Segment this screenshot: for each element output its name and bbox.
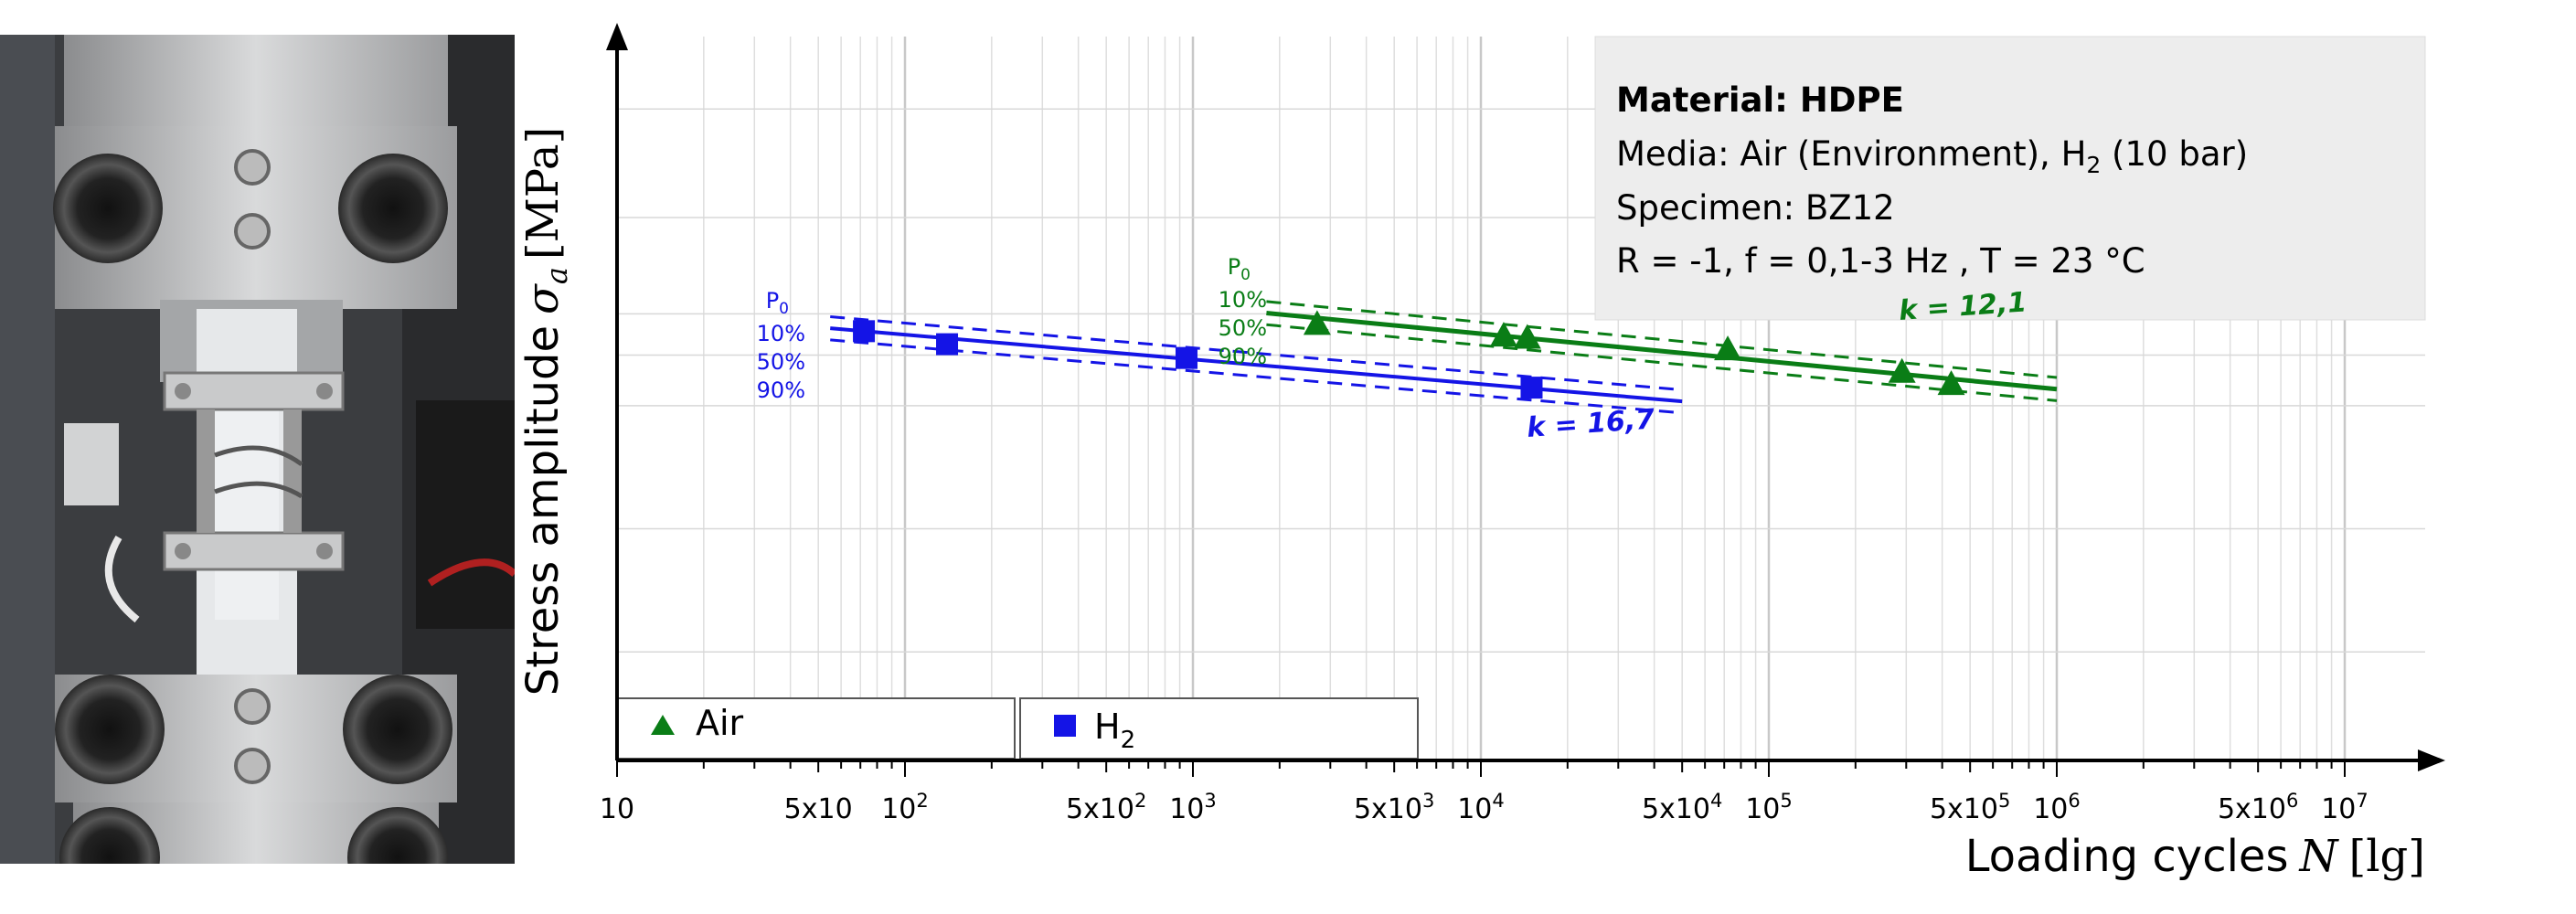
y-axis-title-sub: a: [539, 267, 574, 284]
percentile-label: 50%: [757, 349, 805, 375]
x-tick-label: 5x106: [2218, 790, 2298, 825]
legend-item-air: [616, 697, 1016, 760]
x-tick-label-base: 10: [1457, 793, 1492, 825]
info-media-prefix: Media: Air (Environment), H: [1616, 134, 2086, 174]
legend-air-label: Air: [696, 703, 744, 743]
slope-label: k = 16,7: [1526, 403, 1655, 444]
data-point-h2: [853, 320, 876, 343]
data-point-h2: [1520, 377, 1543, 399]
data-points: [853, 310, 1965, 399]
fit-line-p10: [1266, 300, 2058, 379]
data-point-h2: [1175, 346, 1198, 369]
x-tick-label-exponent: 4: [1492, 790, 1504, 812]
x-tick-label-base: 5x10: [2218, 793, 2286, 825]
x-tick-label-base: 10: [2033, 793, 2068, 825]
data-point-air: [1513, 324, 1541, 349]
x-tick-label: 106: [2033, 790, 2081, 825]
percentile-label: 90%: [757, 377, 805, 403]
x-ticks: [616, 760, 2346, 777]
data-point-air: [1489, 322, 1517, 347]
x-tick-label-exponent: 6: [2286, 790, 2298, 812]
x-tick-label: 5x103: [1354, 790, 1434, 825]
x-tick-label-base: 10: [1745, 793, 1780, 825]
percentile-label: 10%: [757, 321, 805, 346]
x-tick-label-base: 10: [2321, 793, 2356, 825]
percentile-label: 50%: [1219, 315, 1267, 341]
x-tick-label: 102: [881, 790, 929, 825]
x-tick-label: 5x10: [784, 793, 853, 825]
x-tick-label: 5x102: [1066, 790, 1146, 825]
y-axis-title: Stress amplitude σa [MPa]: [517, 127, 574, 696]
x-tick-label-base: 10: [881, 793, 916, 825]
axes: [606, 23, 2445, 771]
legend: Air H2: [616, 697, 1419, 760]
percentile-label: 10%: [1219, 287, 1267, 313]
info-conditions: R = -1, f = 0,1-3 Hz , T = 23 °C: [1616, 241, 2145, 281]
x-tick-label-exponent: 5: [1780, 790, 1792, 812]
legend-h2-label: H2: [1094, 707, 1135, 754]
data-point-air: [1937, 370, 1965, 396]
info-media-suffix: (10 bar): [2101, 134, 2248, 174]
data-point-air: [1888, 357, 1916, 383]
x-axis-title-var: N: [2298, 831, 2339, 882]
fit-line-p90: [1266, 323, 2058, 402]
legend-air-marker-icon: [651, 715, 675, 735]
legend-h2-name: H: [1094, 707, 1121, 747]
x-axis-title-main: Loading cycles: [1965, 831, 2289, 882]
data-point-h2: [936, 333, 959, 356]
info-specimen: Specimen: BZ12: [1616, 188, 1895, 228]
x-tick-label-base: 10: [1169, 793, 1204, 825]
x-tick-label-base: 5x10: [1066, 793, 1134, 825]
x-tick-label: 10: [600, 793, 634, 825]
y-axis-title-unit: [MPa]: [517, 127, 569, 260]
x-tick-label-base: 5x10: [1642, 793, 1710, 825]
x-tick-label-exponent: 3: [1422, 790, 1434, 812]
x-tick-label: 103: [1169, 790, 1217, 825]
x-tick-labels: 10 5x10 102 5x102 103 5x103 104 5x104 105 5x105 10…: [600, 790, 2368, 825]
y-axis-arrow-icon: [606, 23, 628, 50]
x-tick-label-base: 5x10: [1354, 793, 1422, 825]
x-axis-arrow-icon: [2418, 749, 2445, 771]
y-axis-title-main: Stress amplitude: [517, 325, 569, 696]
x-tick-label: 105: [1745, 790, 1793, 825]
percentile-header-sub: 0: [779, 300, 789, 318]
x-tick-label-exponent: 2: [916, 790, 928, 812]
x-tick-label: 104: [1457, 790, 1505, 825]
legend-h2-marker-icon: [1054, 715, 1076, 737]
x-tick-label-exponent: 2: [1134, 790, 1146, 812]
sn-curve-chart: Material: HDPE Media: Air (Environment),…: [517, 23, 2445, 882]
percentile-label: 90%: [1219, 344, 1267, 369]
x-tick-label-exponent: 3: [1204, 790, 1216, 812]
x-tick-label-exponent: 5: [1998, 790, 2010, 812]
legend-h2-sub: 2: [1121, 727, 1136, 754]
data-point-air: [1714, 335, 1742, 361]
x-tick-label: 107: [2321, 790, 2368, 825]
info-media: Media: Air (Environment), H2 (10 bar): [1616, 134, 2248, 178]
x-tick-label-exponent: 4: [1710, 790, 1722, 812]
info-media-sub: 2: [2086, 152, 2101, 178]
percentile-header-sub: 0: [1240, 266, 1251, 284]
specimen-photo: [0, 35, 515, 864]
legend-item-h2: [1019, 697, 1419, 760]
info-material: Material: HDPE: [1616, 80, 1904, 120]
x-tick-label-exponent: 7: [2356, 790, 2368, 812]
percentile-header: P0: [1228, 254, 1251, 284]
y-axis-title-var: σ: [517, 283, 569, 314]
info-box: Material: HDPE Media: Air (Environment),…: [1594, 36, 2426, 321]
x-tick-label: 5x104: [1642, 790, 1722, 825]
x-axis-title: Loading cycles N [lg]: [1965, 831, 2425, 882]
percentile-header-main: P: [1228, 254, 1240, 280]
fit-line-p50: [1266, 311, 2058, 392]
x-axis-title-unit: [lg]: [2348, 831, 2425, 882]
percentile-header: P0: [766, 288, 789, 318]
x-tick-label-exponent: 6: [2068, 790, 2080, 812]
percentile-header-main: P: [766, 288, 779, 314]
data-point-air: [1303, 310, 1331, 335]
x-tick-label-base: 5x10: [1930, 793, 1998, 825]
x-tick-label: 5x105: [1930, 790, 2010, 825]
